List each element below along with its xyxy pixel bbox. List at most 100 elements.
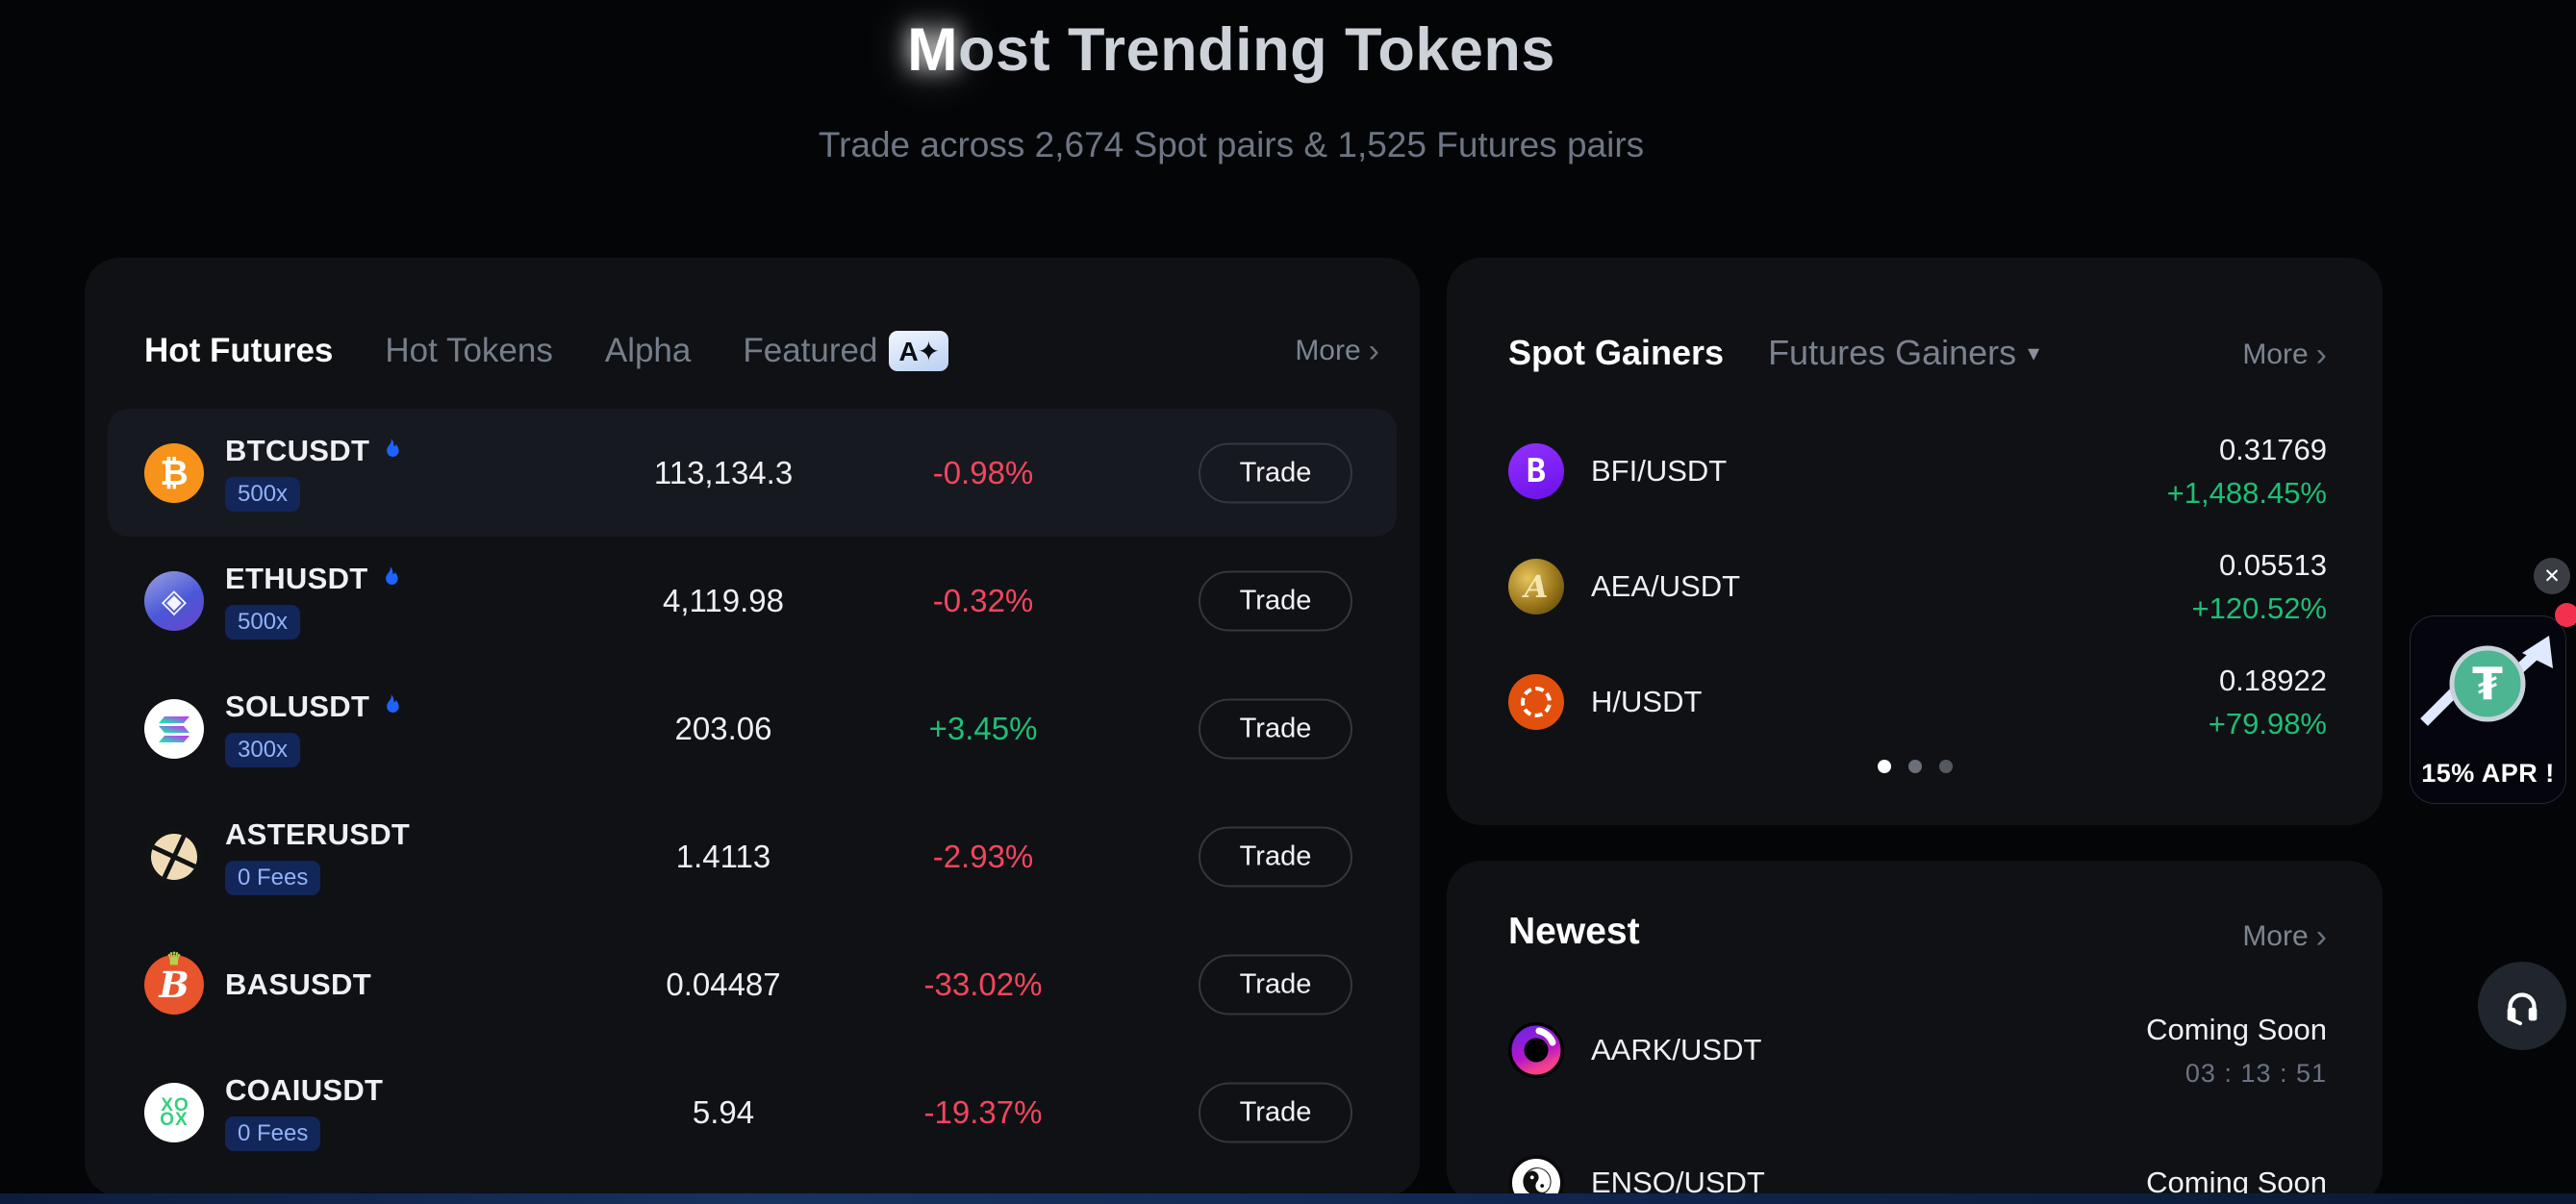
table-row-btcusdt[interactable]: ₿ BTCUSDT 500x 113,134.3 -0.98% Trade [108,409,1397,537]
pair-symbol: BTCUSDT [225,434,370,467]
table-row-ethusdt[interactable]: ◈ ETHUSDT 500x 4,119.98 -0.32% Trade [108,537,1397,665]
pair-symbol: ETHUSDT [225,562,368,595]
close-icon[interactable]: ✕ [2534,558,2570,594]
newest-card: Newest More › AARK/USDT Coming Soon [1447,861,2383,1204]
hot-rows-list: ₿ BTCUSDT 500x 113,134.3 -0.98% Trade [108,409,1397,1176]
list-item-aark[interactable]: AARK/USDT Coming Soon 03 : 13 : 51 [1508,984,2327,1116]
trade-button[interactable]: Trade [1199,1082,1352,1142]
page-title-rest: ost Trending Tokens [958,16,1555,84]
support-button[interactable] [2478,962,2566,1050]
headset-icon [2507,992,2538,1026]
table-row-basusdt[interactable]: ♛ B BASUSDT 0.04487 -33.02% Trade [108,920,1397,1048]
pair-symbol: BASUSDT [225,966,371,1001]
pair-symbol: ASTERUSDT [225,817,411,851]
tab-featured[interactable]: Featured A✦ [743,331,949,371]
trade-button[interactable]: Trade [1199,442,1352,503]
pair-cell: ₿ BTCUSDT 500x [144,409,401,537]
caret-down-icon: ▾ [2028,339,2040,366]
zero-fees-badge: 0 Fees [225,1116,321,1151]
zero-fees-badge: 0 Fees [225,861,321,895]
pair-change: +120.52% [2191,590,2327,625]
hot-futures-card: Hot Futures Hot Tokens Alpha Featured A✦… [85,258,1420,1196]
pair-price: 0.18922 [2218,663,2327,697]
tab-alpha[interactable]: Alpha [604,332,692,369]
carousel-dot-3[interactable] [1938,760,1953,773]
footer-banner-edge [0,1193,2576,1204]
bas-glyph: B [159,963,189,1006]
pair-price: 0.04487 [666,966,781,1002]
newest-more-label: More [2242,920,2309,952]
pair-price: 203.06 [674,710,772,746]
gainers-tabs: Spot Gainers Futures Gainers ▾ [1508,333,2039,373]
newest-more-link[interactable]: More › [2242,920,2327,953]
pair-name: H/USDT [1591,685,1703,718]
aea-glyph: A [1524,568,1549,605]
chevron-right-icon: › [2315,337,2327,373]
aark-icon [1508,1022,1564,1078]
hot-more-label: More [1295,335,1361,366]
apr-promo-banner[interactable]: ₮ 15% APR ! [2410,615,2566,804]
page-header: Most Trending Tokens Trade across 2,674 … [0,0,2462,165]
gainers-more-link[interactable]: More › [2242,339,2327,371]
list-item-h[interactable]: H/USDT 0.18922 +79.98% [1508,644,2327,760]
aster-glyph [151,833,197,880]
coming-soon-label: Coming Soon [2146,1012,2327,1046]
eth-glyph: ◈ [161,582,188,619]
trade-button[interactable]: Trade [1199,826,1352,887]
h-icon [1508,674,1564,730]
gainers-list: B BFI/USDT 0.31769 +1,488.45% A AEA/USDT… [1508,414,2327,760]
page-title-lead: M [907,16,959,84]
trade-button[interactable]: Trade [1199,570,1352,631]
pair-cell: ♛ B BASUSDT [144,920,371,1048]
pair-cell: SOLUSDT 300x [144,665,401,792]
tab-futures-gainers[interactable]: Futures Gainers ▾ [1768,333,2039,373]
trade-button[interactable]: Trade [1199,698,1352,759]
pair-cell: ◈ ETHUSDT 500x [144,537,400,665]
list-item-aea[interactable]: A AEA/USDT 0.05513 +120.52% [1508,529,2327,644]
tab-hot-tokens[interactable]: Hot Tokens [385,332,553,369]
table-row-solusdt[interactable]: SOLUSDT 300x 203.06 +3.45% Trade [108,665,1397,792]
aark-glyph [1511,1025,1561,1075]
hot-more-link[interactable]: More › [1295,335,1379,367]
svg-text:₮: ₮ [2472,658,2503,710]
tab-hot-futures[interactable]: Hot Futures [144,332,334,369]
apr-banner-label: 15% APR ! [2421,759,2555,788]
list-item-bfi[interactable]: B BFI/USDT 0.31769 +1,488.45% [1508,414,2327,529]
newest-title: Newest [1508,911,1640,952]
sol-glyph [159,715,189,742]
table-row-asterusdt[interactable]: ASTERUSDT 0 Fees 1.4113 -2.93% Trade [108,792,1397,920]
crown-icon: ♛ [165,948,183,969]
chevron-right-icon: › [1368,333,1379,369]
leverage-badge: 300x [225,733,301,767]
chevron-right-icon: › [2315,918,2327,955]
aster-icon [144,826,204,887]
pair-price: 1.4113 [675,838,771,874]
btc-icon: ₿ [144,442,204,503]
flame-icon [387,693,399,713]
pair-cell: ASTERUSDT 0 Fees [144,792,410,920]
pair-change: -0.98% [932,454,1034,490]
list-item-enso[interactable]: ☯ ENSO/USDT Coming Soon [1508,1116,2327,1204]
leverage-badge: 500x [225,605,301,640]
pair-name: AEA/USDT [1591,569,1741,603]
carousel-dot-1[interactable] [1877,760,1891,773]
pair-change: -19.37% [923,1093,1043,1130]
tab-featured-label: Featured [743,332,878,369]
tab-spot-gainers[interactable]: Spot Gainers [1508,333,1725,372]
pair-name: BFI/USDT [1591,454,1728,488]
pair-change: -0.32% [932,582,1034,618]
trade-button[interactable]: Trade [1199,954,1352,1015]
gainers-more-label: More [2242,339,2309,370]
pair-change: -33.02% [923,966,1043,1002]
bfi-icon: B [1508,443,1564,499]
eth-icon: ◈ [144,570,204,631]
pair-symbol: COAIUSDT [225,1073,384,1107]
pair-symbol: SOLUSDT [225,690,370,723]
pair-price: 4,119.98 [662,582,784,618]
carousel-dot-2[interactable] [1907,760,1922,773]
countdown-timer: 03 : 13 : 51 [2185,1058,2327,1088]
